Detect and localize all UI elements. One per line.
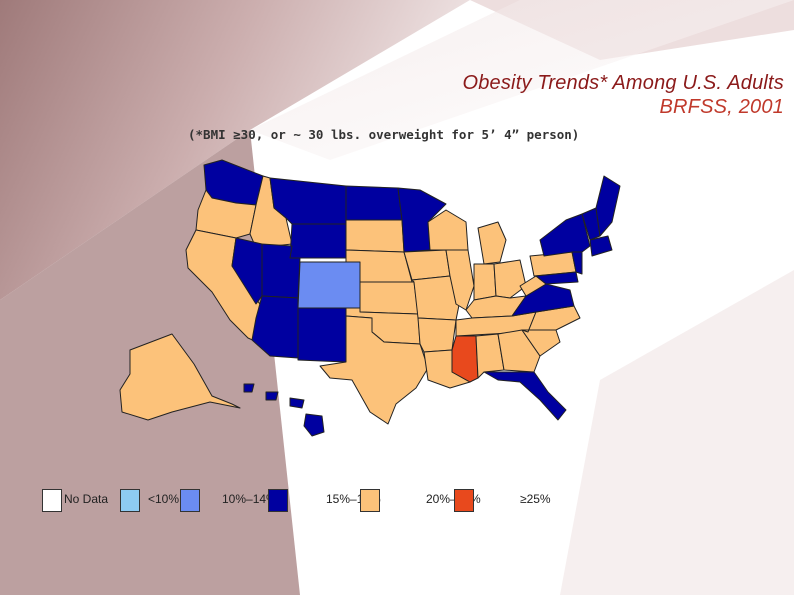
state-hawaii-kauai [243,383,255,393]
state-nevada [231,237,263,305]
state-georgia [497,329,541,373]
state-massachusetts-ct-ri [589,235,613,257]
state-alaska [119,333,241,421]
state-wyoming [289,223,347,259]
state-texas [319,315,429,425]
state-ohio [493,259,527,299]
state-iowa [403,249,451,281]
state-kansas [359,281,419,315]
state-maine [595,175,621,237]
state-new-york [539,213,591,257]
map-title-line2: BRFSS, 2001 [659,96,784,118]
state-north-dakota [345,185,403,221]
state-florida [483,371,567,421]
state-arizona [251,295,299,359]
state-hawaii-maui [289,397,305,409]
state-hawaii-big [303,413,325,437]
state-new-mexico [297,307,347,363]
state-michigan [477,221,507,265]
state-south-dakota [345,219,405,253]
map-title-line1: Obesity Trends* Among U.S. Adults [462,72,784,94]
state-indiana [473,263,497,301]
state-colorado [297,261,361,309]
state-maryland [535,271,579,285]
state-arkansas [417,317,457,353]
map-subtitle: (*BMI ≥30, or ~ 30 lbs. overweight for 5… [188,127,580,142]
state-alabama [475,333,505,379]
state-hawaii-oahu [265,391,279,401]
